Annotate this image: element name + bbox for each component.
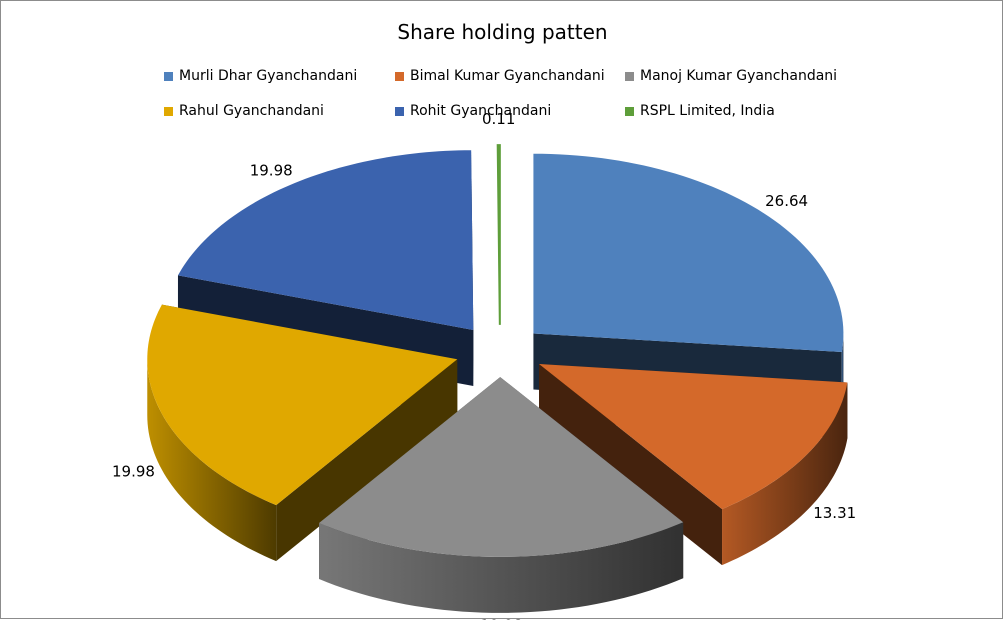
legend-swatch: [164, 71, 173, 81]
legend-item-rahul-gyanchandani: Rahul Gyanchandani: [164, 103, 324, 119]
legend-label: RSPL Limited, India: [640, 103, 775, 119]
data-label-bimal-kumar-gyanchandani: 13.31: [813, 504, 856, 522]
legend-swatch: [395, 106, 404, 116]
slice-rim-manoj-kumar-gyanchandani: [319, 522, 684, 613]
legend-item-rohit-gyanchandani: Rohit Gyanchandani: [395, 103, 551, 119]
legend-swatch: [625, 71, 634, 81]
data-label-murli-dhar-gyanchandani: 26.64: [765, 192, 808, 210]
legend-item-bimal-kumar-gyanchandani: Bimal Kumar Gyanchandani: [395, 68, 605, 84]
legend-swatch: [395, 71, 404, 81]
data-label-rspl-limited-india: 0.11: [482, 110, 515, 128]
slice-rspl-limited-india: [496, 144, 501, 325]
data-label-manoj-kumar-gyanchandani: 19.98: [480, 616, 523, 620]
slice-side-rahul-gyanchandani: [276, 359, 458, 562]
legend-label: Bimal Kumar Gyanchandani: [410, 68, 605, 84]
data-label-rahul-gyanchandani: 19.98: [112, 463, 155, 481]
slice-manoj-kumar-gyanchandani: [319, 377, 684, 557]
slice-rim-rahul-gyanchandani: [147, 359, 277, 562]
slice-rahul-gyanchandani: [147, 304, 458, 506]
slice-rim-bimal-kumar-gyanchandani: [722, 382, 848, 566]
legend-label: Murli Dhar Gyanchandani: [179, 68, 358, 84]
legend-swatch: [625, 106, 634, 116]
legend-item-manoj-kumar-gyanchandani: Manoj Kumar Gyanchandani: [625, 68, 837, 84]
chart-title: Share holding patten: [397, 20, 608, 44]
slice-rohit-gyanchandani: [177, 150, 474, 330]
legend-label: Rohit Gyanchandani: [410, 103, 552, 119]
legend-label: Manoj Kumar Gyanchandani: [640, 68, 838, 84]
legend-item-rspl-limited-india: RSPL Limited, India: [625, 103, 775, 119]
slice-side-bimal-kumar-gyanchandani: [539, 364, 723, 566]
data-label-rohit-gyanchandani: 19.98: [250, 162, 293, 180]
legend-label: Rahul Gyanchandani: [179, 103, 324, 119]
legend-item-murli-dhar-gyanchandani: Murli Dhar Gyanchandani: [164, 68, 357, 84]
slice-murli-dhar-gyanchandani: [533, 153, 844, 353]
slice-bimal-kumar-gyanchandani: [539, 364, 848, 510]
legend-swatch: [164, 106, 173, 116]
